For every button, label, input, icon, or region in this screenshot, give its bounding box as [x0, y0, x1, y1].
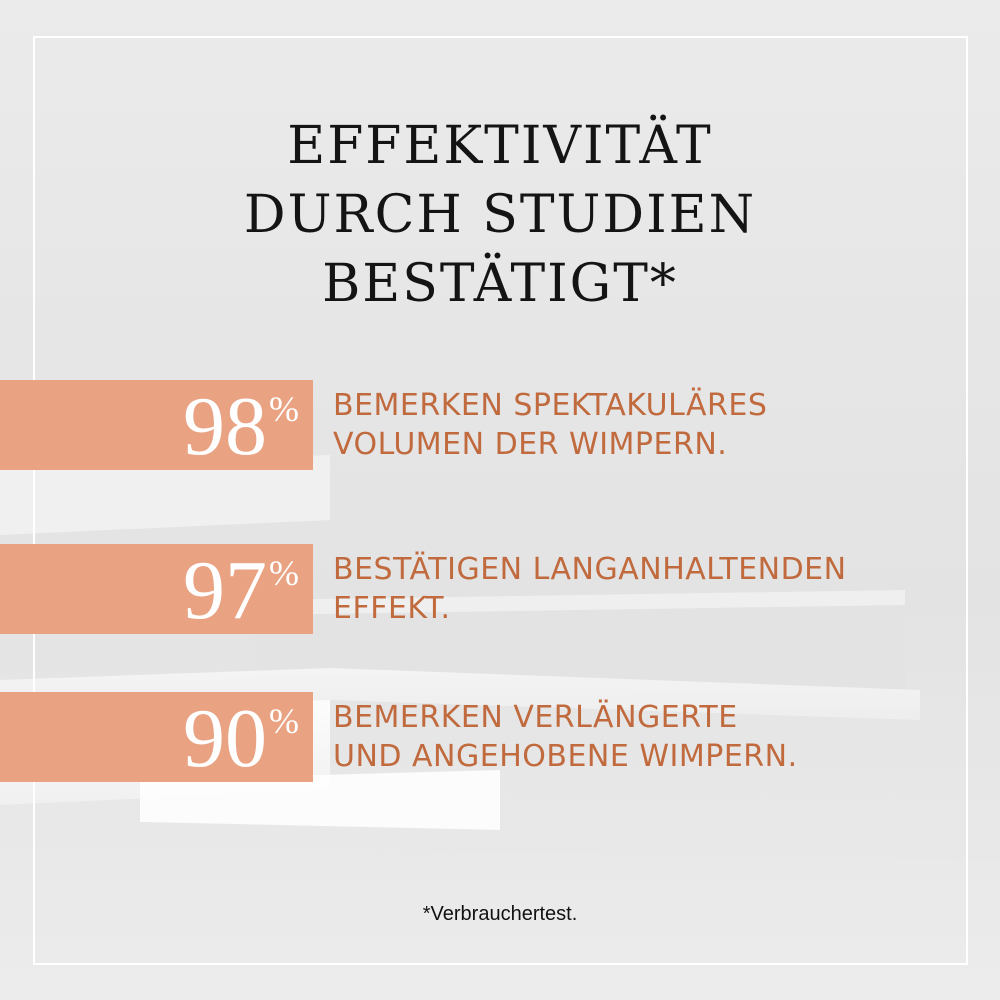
stat-number: 98 — [183, 380, 267, 473]
footnote: *Verbrauchertest. — [422, 903, 578, 925]
stat-description-line-2: EFFEKT. — [333, 591, 451, 626]
stat-band: 90% — [0, 692, 313, 784]
stat-description-line-2: UND ANGEHOBENE WIMPERN. — [333, 739, 798, 774]
headline-line-3: BESTÄTIGT* — [322, 254, 678, 314]
stat-percentage: 97% — [183, 546, 299, 636]
percent-sign: % — [269, 701, 299, 741]
stat-description-line-2: VOLUMEN DER WIMPERN. — [333, 427, 728, 462]
stat-band: 98% — [0, 380, 313, 472]
stat-number: 90 — [183, 692, 267, 785]
headline-line-1: EFFEKTIVITÄT — [287, 116, 713, 176]
white-frame-border — [33, 36, 968, 965]
percent-sign: % — [269, 389, 299, 429]
stat-row-98: 98% BEMERKEN SPEKTAKULÄRES VOLUMEN DER W… — [0, 380, 1000, 472]
stat-description: BEMERKEN VERLÄNGERTE UND ANGEHOBENE WIMP… — [333, 698, 798, 776]
stat-band: 97% — [0, 544, 313, 636]
stat-percentage: 90% — [183, 694, 299, 784]
stat-description-line-1: BEMERKEN VERLÄNGERTE — [333, 700, 738, 735]
percent-sign: % — [269, 553, 299, 593]
stat-percentage: 98% — [183, 382, 299, 472]
stat-description: BESTÄTIGEN LANGANHALTENDEN EFFEKT. — [333, 550, 847, 628]
headline: EFFEKTIVITÄT DURCH STUDIEN BESTÄTIGT* — [0, 112, 1000, 319]
stat-row-97: 97% BESTÄTIGEN LANGANHALTENDEN EFFEKT. — [0, 544, 1000, 636]
stat-description-line-1: BEMERKEN SPEKTAKULÄRES — [333, 388, 768, 423]
headline-line-2: DURCH STUDIEN — [243, 185, 757, 245]
stat-description: BEMERKEN SPEKTAKULÄRES VOLUMEN DER WIMPE… — [333, 386, 767, 464]
stat-description-line-1: BESTÄTIGEN LANGANHALTENDEN — [333, 552, 847, 587]
stat-number: 97 — [183, 544, 267, 637]
stat-row-90: 90% BEMERKEN VERLÄNGERTE UND ANGEHOBENE … — [0, 692, 1000, 784]
